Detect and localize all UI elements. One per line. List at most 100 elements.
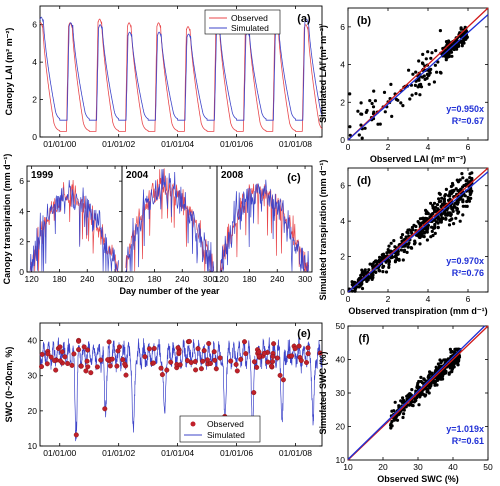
- panel-d-point: [433, 231, 437, 235]
- panel-d-point: [448, 194, 452, 198]
- panel-f-swc-scatter: 10 20 30 40 50 10 20 30 40 50 y=1.019x R²=0.61 (f) Ob…: [318, 321, 493, 484]
- panel-a-xtick-label: 01/01/00: [43, 139, 76, 149]
- panel-d-xtick-label: 6: [466, 294, 471, 304]
- panel-d-point: [405, 250, 409, 254]
- panel-b-ytick-label: 6: [340, 22, 345, 32]
- panel-e-point-observed: [57, 344, 63, 350]
- panel-b-point: [435, 70, 439, 74]
- panel-b-point: [408, 97, 412, 101]
- panel-f-ytick-label: 40: [336, 355, 346, 365]
- panel-d-point: [461, 200, 465, 204]
- panel-a-xtick-label: 01/01/06: [220, 139, 253, 149]
- panel-e-point-observed: [243, 351, 249, 357]
- panel-e-point-observed: [261, 350, 267, 356]
- panel-d-xtick-label: 4: [426, 294, 431, 304]
- panel-e-point-observed: [200, 358, 206, 364]
- panel-f-point: [417, 379, 421, 384]
- panel-d-point: [388, 250, 392, 254]
- panel-b-point: [427, 73, 431, 77]
- panel-d-point: [465, 199, 469, 204]
- panel-e-xtick-label: 01/01/06: [220, 448, 253, 458]
- panel-f-point: [439, 361, 443, 365]
- panel-b-point: [446, 51, 450, 56]
- panel-d-point: [429, 235, 433, 239]
- panel-e-point-observed: [234, 368, 240, 374]
- panel-d-transpiration-scatter: 0 2 4 6 0 2 4 6 y=0.970x R²=0.76 (d) Observed trans…: [318, 160, 489, 316]
- panel-f-point: [401, 396, 405, 400]
- panel-b-ytick-label: 4: [340, 60, 345, 70]
- panel-f-one-to-one-line: [347, 325, 489, 461]
- panel-d-point: [429, 201, 433, 205]
- panel-b-point: [460, 44, 464, 48]
- panel-d-point: [439, 199, 443, 203]
- panel-d-point: [449, 184, 453, 189]
- panel-d-ylabel: Simulated transpiration (mm d⁻¹): [318, 160, 328, 301]
- panel-e-point-observed: [251, 390, 257, 396]
- panel-b-point: [432, 80, 436, 84]
- panel-b-point: [348, 92, 352, 96]
- panel-e-point-observed: [177, 362, 183, 368]
- panel-e-point-observed: [289, 353, 295, 359]
- panel-d-point: [437, 191, 441, 195]
- panel-f-point: [400, 400, 404, 404]
- panel-b-point: [389, 82, 393, 86]
- panel-d-point: [374, 270, 378, 274]
- panel-f-letter: (f): [359, 333, 370, 345]
- panel-a-legend-label: Observed: [231, 13, 268, 23]
- panel-d-point: [350, 280, 354, 284]
- panel-d-point: [402, 238, 406, 242]
- panel-f-point: [395, 418, 400, 422]
- panel-d-point: [421, 216, 425, 220]
- panel-d-point: [442, 200, 446, 204]
- panel-c-2004-xtick-label: 240: [175, 274, 189, 284]
- panel-e-ylabel: SWC (0~20cm, %): [4, 347, 14, 423]
- panel-a-legend-label: Simulated: [231, 23, 269, 33]
- panel-b-point: [462, 40, 466, 44]
- panel-b-point: [426, 50, 430, 54]
- panel-d-point: [447, 223, 452, 227]
- panel-e-point-observed: [65, 361, 71, 367]
- panel-d-point: [436, 207, 440, 211]
- panel-b-xlabel: Observed LAI (m² m⁻²): [370, 154, 466, 164]
- panel-c-2004-xtick-label: 300: [203, 274, 217, 284]
- panel-f-point: [420, 381, 425, 385]
- panel-e-point-observed: [204, 357, 210, 363]
- panel-d-point: [377, 268, 381, 272]
- panel-c-xlabel: Day number of the year: [119, 286, 220, 296]
- panel-d-point: [364, 277, 368, 281]
- panel-c-year-label: 2008: [221, 170, 244, 181]
- panel-d-fit-equation: y=0.970x: [446, 256, 484, 266]
- panel-b-point: [411, 72, 415, 76]
- panel-f-point: [401, 415, 405, 420]
- panel-d-point: [431, 204, 435, 208]
- panel-d-point: [464, 179, 468, 183]
- panel-a-xtick-label: 01/01/02: [102, 139, 135, 149]
- panel-f-r-squared: R²=0.61: [452, 436, 484, 446]
- panel-d-point: [360, 286, 365, 291]
- panel-e-point-observed: [88, 370, 94, 376]
- panel-e-point-observed: [102, 406, 108, 412]
- panel-e-point-observed: [228, 358, 234, 364]
- panel-f-point: [392, 418, 396, 422]
- panel-e-point-observed: [277, 372, 283, 378]
- panel-b-lai-scatter: 0 2 4 6 0 2 4 6 y=0.950x R²=0.67 (b) Observed LAI (…: [318, 7, 489, 164]
- panel-c-series-simulated: [220, 179, 310, 272]
- panel-e-point-observed: [164, 367, 170, 373]
- panel-a-series-simulated: [39, 16, 323, 121]
- panel-b-ytick-label: 0: [340, 135, 345, 145]
- panel-d-point: [460, 172, 464, 176]
- panel-b-point: [372, 89, 376, 93]
- panel-e-point-observed: [298, 358, 304, 364]
- panel-e-point-observed: [62, 354, 68, 360]
- panel-b-point: [414, 70, 418, 74]
- panel-e-ytick-label: 40: [28, 336, 38, 346]
- panel-d-point: [399, 235, 403, 240]
- panel-c-2004-xtick-label: 180: [147, 274, 161, 284]
- panel-d-point: [389, 241, 393, 245]
- panel-b-point: [429, 56, 433, 60]
- panel-d-point: [468, 172, 472, 176]
- panel-c-2008-xtick-label: 120: [215, 274, 229, 284]
- panel-e-point-observed: [241, 339, 247, 345]
- panel-d-point: [469, 191, 473, 195]
- panel-e-point-observed: [270, 354, 276, 360]
